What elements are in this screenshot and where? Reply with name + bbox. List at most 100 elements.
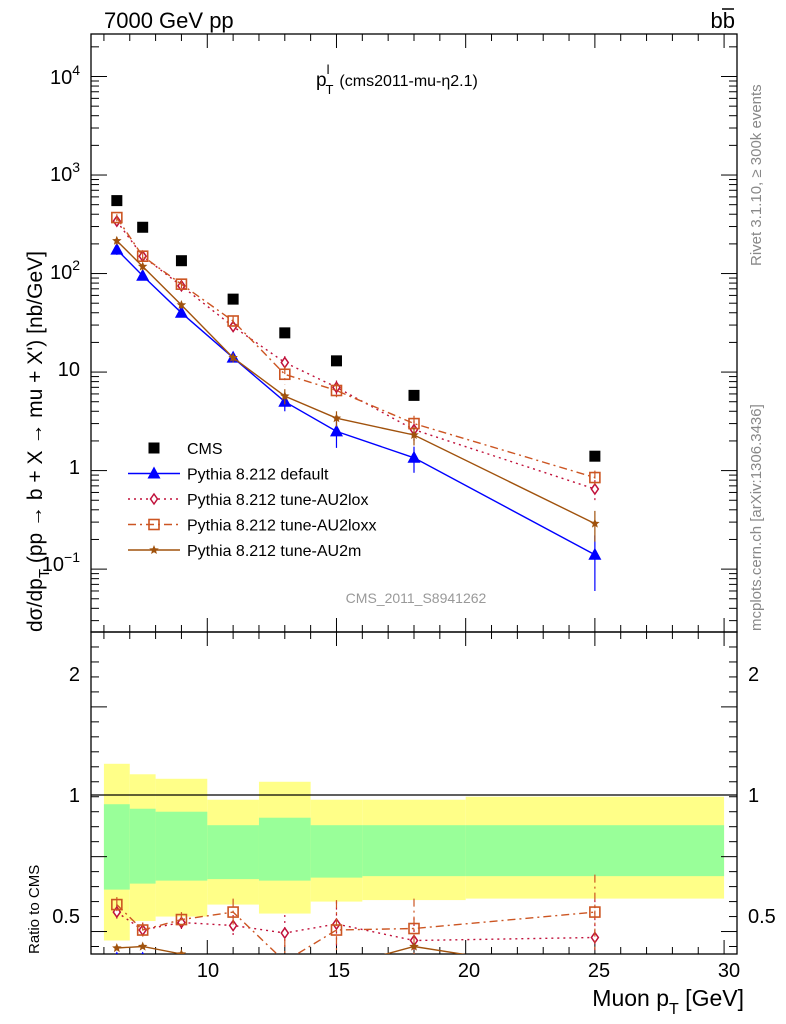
main-series-3 <box>111 211 601 486</box>
plot-title: pl T (cms2011-mu-η2.1) <box>316 62 478 97</box>
main-point <box>137 221 149 233</box>
ratio-series-2 <box>111 874 601 966</box>
ratio-point <box>280 967 290 976</box>
ratio-series-layer <box>111 874 601 992</box>
main-point <box>590 518 600 528</box>
ratio-series-line <box>117 959 595 992</box>
ratio-point <box>330 924 343 936</box>
ratio-point <box>228 919 238 932</box>
main-y-tick-labels: 10−1 1 10 102 103 104 <box>42 62 80 576</box>
ratio-point <box>176 949 187 954</box>
ratio-y-axis-title: Ratio to CMS <box>26 865 43 954</box>
plot-title-p: p <box>316 70 327 91</box>
ratio-point <box>136 924 149 936</box>
y-tick-1e2: 102 <box>50 257 80 284</box>
ratio-tick-05-right: 0.5 <box>748 906 776 928</box>
main-point <box>228 352 238 362</box>
main-point <box>589 450 601 462</box>
ratio-point <box>112 943 122 953</box>
ratio-point <box>228 964 238 973</box>
ratio-point <box>137 941 148 951</box>
ratio-y-tick-labels: 2 1 0.5 2 1 0.5 <box>52 664 776 928</box>
ratio-point <box>589 906 601 918</box>
plot-title-sub: T <box>325 82 333 97</box>
ratio-tick-05-left: 0.5 <box>52 906 80 928</box>
main-point <box>112 235 122 245</box>
main-series-line <box>116 217 596 479</box>
main-point <box>280 391 290 401</box>
legend-marker <box>149 492 159 506</box>
ratio-series-line <box>116 945 467 954</box>
main-point <box>408 389 420 401</box>
header-right: bb <box>711 8 736 33</box>
main-point <box>111 195 123 207</box>
y-tick-1: 1 <box>69 457 80 479</box>
main-series-line <box>116 240 596 525</box>
ratio-series-0 <box>115 951 595 992</box>
main-point <box>175 255 187 267</box>
ratio-series-line <box>116 904 595 954</box>
ratio-band-inner <box>362 825 466 877</box>
x-axis-title: Muon pT [GeV] <box>592 985 744 1018</box>
x-tick-30: 30 <box>718 960 740 982</box>
ratio-series-3 <box>112 941 467 976</box>
ratio-tick-1-left: 1 <box>69 785 80 807</box>
main-point <box>589 471 601 484</box>
ratio-tick-2-right: 2 <box>748 664 759 686</box>
axis-ticks <box>91 34 737 954</box>
legend-marker <box>147 466 161 479</box>
legend-label: Pythia 8.212 tune-AU2lox <box>187 492 368 509</box>
main-y-axis-title: dσ/dpT (pp → b + X → mu + X') [nb/GeV] <box>24 251 53 632</box>
main-series-0 <box>111 195 601 462</box>
main-point <box>227 315 239 327</box>
ratio-tick-2-left: 2 <box>69 664 80 686</box>
main-point <box>330 355 342 367</box>
mcplots-label: mcplots.cern.ch [arXiv:1306.3436] <box>748 404 765 631</box>
main-point <box>329 424 343 437</box>
ratio-point <box>227 962 240 974</box>
y-tick-1e3: 103 <box>50 159 80 186</box>
main-point <box>111 211 123 224</box>
main-point <box>279 327 291 339</box>
ratio-point <box>408 965 421 977</box>
main-point <box>227 293 239 305</box>
legend: CMS Pythia 8.212 default Pythia 8.212 tune… <box>128 441 376 560</box>
y-tick-10: 10 <box>58 359 80 381</box>
x-tick-25: 25 <box>588 960 610 982</box>
main-point <box>409 430 419 439</box>
ratio-point <box>175 954 188 966</box>
ratio-band-inner <box>310 825 363 878</box>
ratio-bands <box>103 763 725 941</box>
x-tick-20: 20 <box>458 960 480 982</box>
main-point <box>330 384 343 397</box>
legend-label: Pythia 8.212 default <box>187 467 329 484</box>
ratio-band-inner <box>129 808 156 884</box>
legend-label: Pythia 8.212 tune-AU2loxx <box>187 518 376 535</box>
ratio-point <box>280 926 290 940</box>
main-point <box>174 305 188 318</box>
main-point <box>278 368 291 381</box>
main-series-layer <box>110 195 602 591</box>
main-point <box>110 242 124 255</box>
legend-label: CMS <box>187 441 223 458</box>
header-right-bbar: b <box>723 8 735 33</box>
plot-title-rest: (cms2011-mu-η2.1) <box>339 73 477 90</box>
main-point <box>280 356 290 369</box>
ratio-point <box>227 906 239 918</box>
ratio-point <box>409 941 419 951</box>
legend-label: Pythia 8.212 tune-AU2m <box>187 543 361 560</box>
main-series-4 <box>112 235 600 542</box>
header-left: 7000 GeV pp <box>104 8 234 33</box>
ratio-band-inner <box>258 817 311 881</box>
ratio-band-inner <box>207 825 259 880</box>
main-point <box>137 261 148 271</box>
main-point <box>588 547 602 560</box>
main-point <box>176 300 187 309</box>
ratio-point <box>280 956 290 966</box>
main-point <box>407 450 421 463</box>
main-point <box>175 278 188 290</box>
ratio-tick-1-right: 1 <box>748 785 759 807</box>
rivet-label: Rivet 3.1.10, ≥ 300k events <box>748 84 765 266</box>
ratio-band-inner <box>103 804 130 890</box>
